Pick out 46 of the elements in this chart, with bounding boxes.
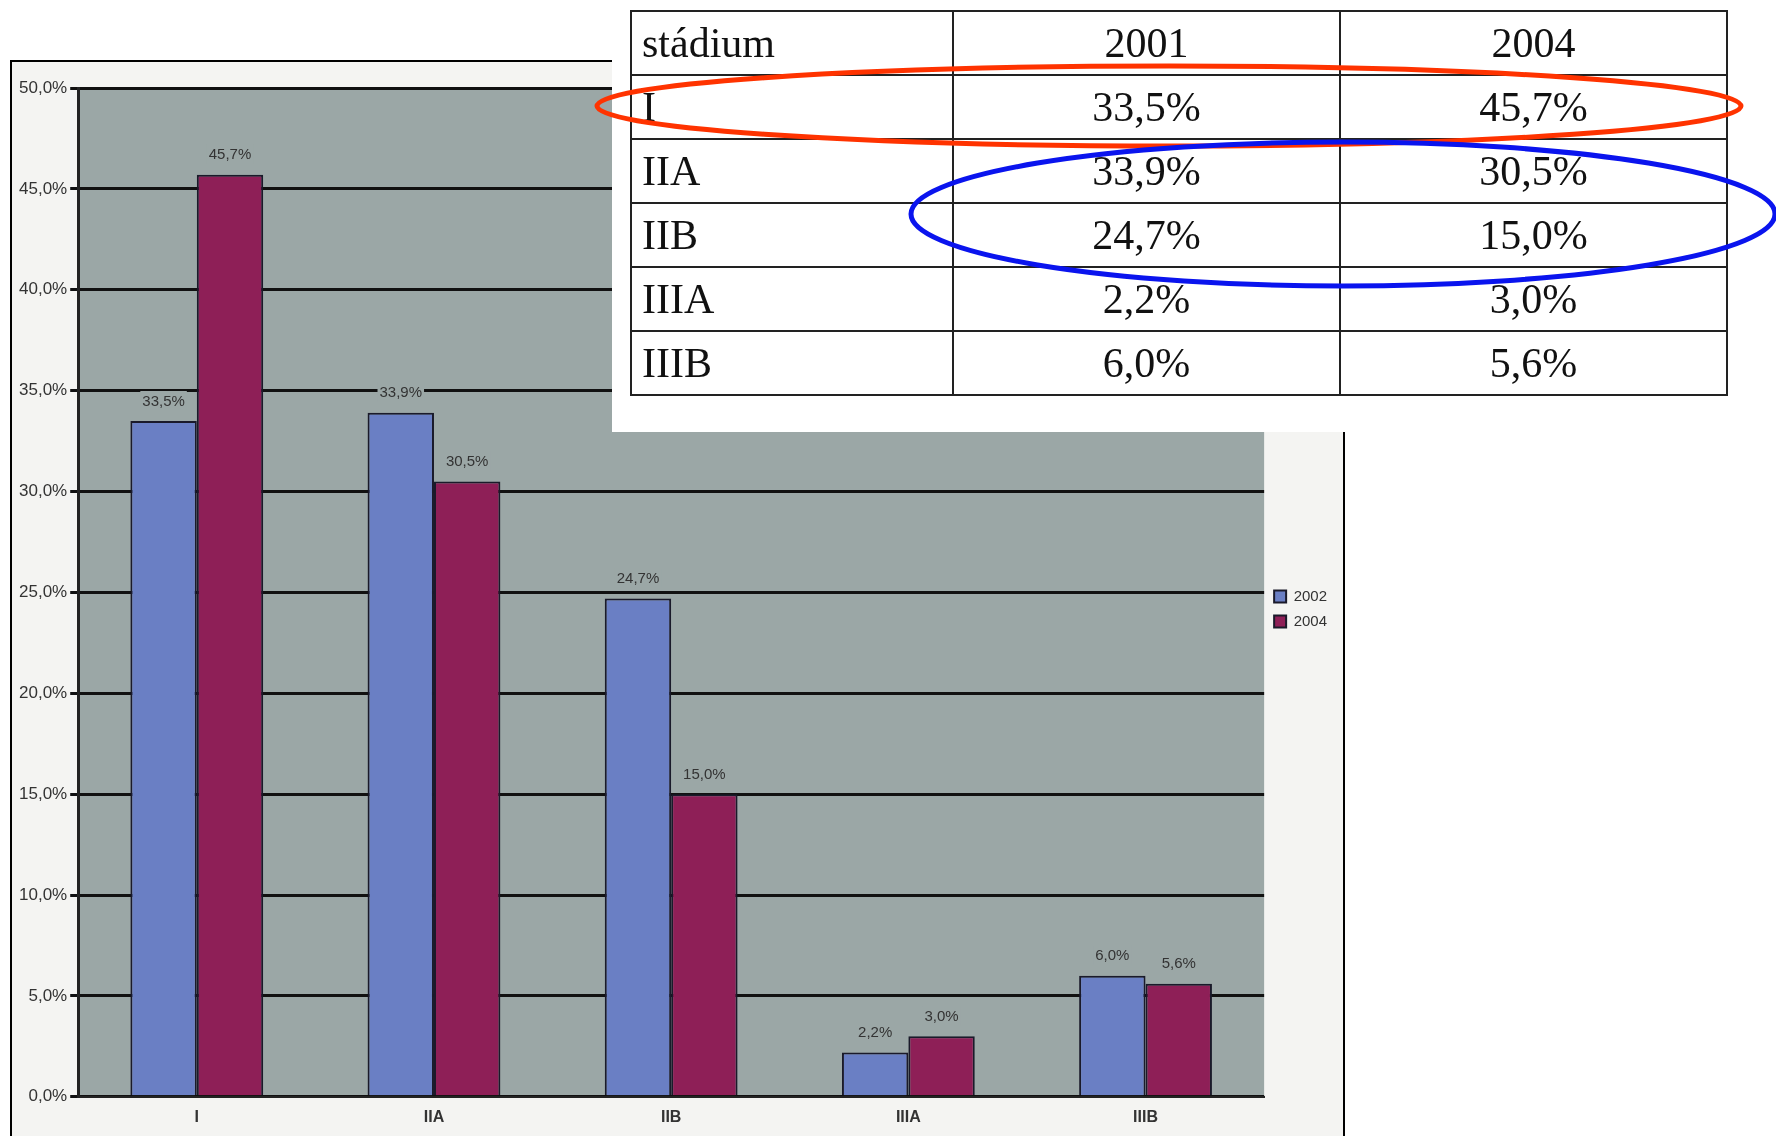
data-label: 24,7% <box>616 569 660 587</box>
y-tick-label: 5,0% <box>28 985 68 1005</box>
data-label: 6,0% <box>1095 946 1130 964</box>
y-tick-label: 50,0% <box>19 77 68 97</box>
text: 15,0% <box>1479 212 1588 258</box>
data-label: 45,7% <box>208 145 252 163</box>
category-label: IIA <box>642 148 701 194</box>
y-tick-label: 30,0% <box>19 481 68 501</box>
x-tick-label: IIB <box>660 1107 682 1125</box>
text: stádium <box>642 20 775 66</box>
text: 2001 <box>1104 20 1189 66</box>
category-label: IIIB <box>642 340 712 386</box>
category-label: IIIA <box>642 276 715 322</box>
category-label: IIB <box>642 212 698 258</box>
text: 30,5% <box>1479 148 1588 194</box>
text: 6,0% <box>1102 340 1191 386</box>
text: 24,7% <box>1092 212 1201 258</box>
text: 5,6% <box>1489 340 1578 386</box>
data-label: 33,9% <box>379 383 423 401</box>
data-label: 30,5% <box>445 452 489 470</box>
text: 33,5% <box>1092 84 1201 130</box>
x-tick-label: I <box>194 1107 200 1125</box>
data-label: 2,2% <box>858 1023 893 1041</box>
legend-label: 2002 <box>1293 586 1328 604</box>
y-tick-label: 10,0% <box>19 884 68 904</box>
data-label: 15,0% <box>683 764 726 782</box>
legend-label: 2004 <box>1293 611 1328 629</box>
y-tick-label: 15,0% <box>19 783 68 803</box>
text: 3,0% <box>1489 276 1578 322</box>
data-label: 33,5% <box>142 391 185 409</box>
text: 45,7% <box>1479 84 1588 130</box>
y-tick-label: 45,0% <box>19 178 68 198</box>
x-tick-label: IIIA <box>895 1107 922 1125</box>
x-tick-label: IIIB <box>1133 1107 1158 1125</box>
text: 2,2% <box>1102 276 1191 322</box>
y-tick-label: 25,0% <box>19 582 68 602</box>
y-tick-label: 35,0% <box>19 380 68 400</box>
y-tick-label: 0,0% <box>28 1086 68 1106</box>
y-tick-label: 40,0% <box>19 279 68 299</box>
data-label: 5,6% <box>1161 954 1196 972</box>
data-label: 3,0% <box>924 1006 959 1024</box>
text: 33,9% <box>1092 148 1201 194</box>
text: 2004 <box>1491 20 1576 66</box>
x-tick-label: IIA <box>423 1107 445 1125</box>
category-label: I <box>642 84 656 130</box>
y-tick-label: 20,0% <box>19 682 68 702</box>
